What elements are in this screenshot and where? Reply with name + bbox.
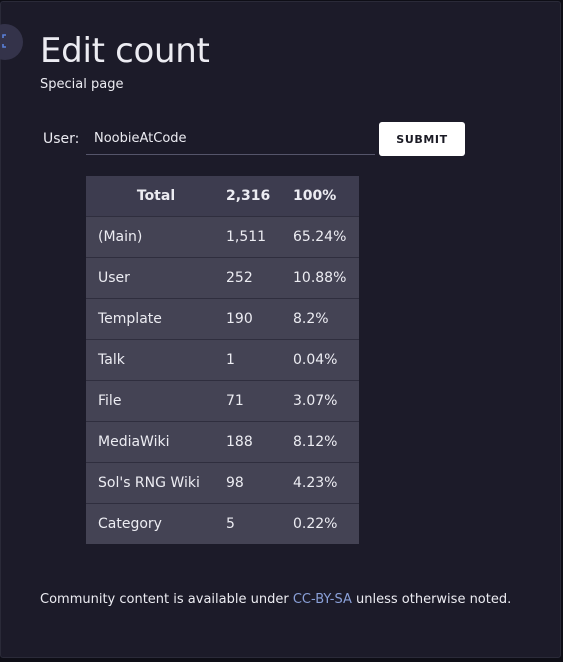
table-row: Sol's RNG Wiki 98 4.23% <box>86 462 359 504</box>
namespace-count: 188 <box>226 421 293 463</box>
edit-count-table: Total 2,316 100% (Main) 1,511 65.24% Use… <box>86 176 359 544</box>
page-subtitle: Special page <box>40 77 124 92</box>
footer-prefix: Community content is available under <box>40 592 293 607</box>
table-header-row: Total 2,316 100% <box>86 176 359 217</box>
namespace-percent: 0.22% <box>293 503 359 544</box>
namespace-count: 98 <box>226 462 293 504</box>
namespace-count: 1,511 <box>226 216 293 258</box>
expand-button[interactable] <box>0 24 23 60</box>
submit-button[interactable]: SUBMIT <box>379 122 465 156</box>
namespace-percent: 8.2% <box>293 298 359 340</box>
table-row: Template 190 8.2% <box>86 298 359 340</box>
table-row: File 71 3.07% <box>86 380 359 422</box>
table-row: (Main) 1,511 65.24% <box>86 216 359 258</box>
namespace-count: 5 <box>226 503 293 544</box>
namespace-label: MediaWiki <box>86 421 226 463</box>
namespace-count: 71 <box>226 380 293 422</box>
namespace-count: 252 <box>226 257 293 299</box>
namespace-label: (Main) <box>86 216 226 258</box>
table-row: MediaWiki 188 8.12% <box>86 421 359 463</box>
namespace-percent: 10.88% <box>293 257 359 299</box>
namespace-label: File <box>86 380 226 422</box>
namespace-count: 190 <box>226 298 293 340</box>
table-row: Talk 1 0.04% <box>86 339 359 381</box>
namespace-label: Template <box>86 298 226 340</box>
namespace-percent: 8.12% <box>293 421 359 463</box>
namespace-percent: 4.23% <box>293 462 359 504</box>
footer-suffix: unless otherwise noted. <box>351 592 512 607</box>
namespace-label: Talk <box>86 339 226 381</box>
total-percent: 100% <box>293 176 359 217</box>
total-label: Total <box>86 176 226 217</box>
license-footer: Community content is available under CC-… <box>40 591 511 609</box>
namespace-count: 1 <box>226 339 293 381</box>
user-input[interactable] <box>86 122 375 155</box>
namespace-label: User <box>86 257 226 299</box>
total-count: 2,316 <box>226 176 293 217</box>
table-row: User 252 10.88% <box>86 257 359 299</box>
user-label: User: <box>43 131 80 147</box>
license-link[interactable]: CC-BY-SA <box>292 592 352 607</box>
namespace-label: Sol's RNG Wiki <box>86 462 226 504</box>
namespace-percent: 0.04% <box>293 339 359 381</box>
table-row: Category 5 0.22% <box>86 503 359 544</box>
namespace-label: Category <box>86 503 226 544</box>
namespace-percent: 3.07% <box>293 380 359 422</box>
expand-icon <box>2 34 6 48</box>
namespace-percent: 65.24% <box>293 216 359 258</box>
page-title: Edit count <box>40 31 210 71</box>
